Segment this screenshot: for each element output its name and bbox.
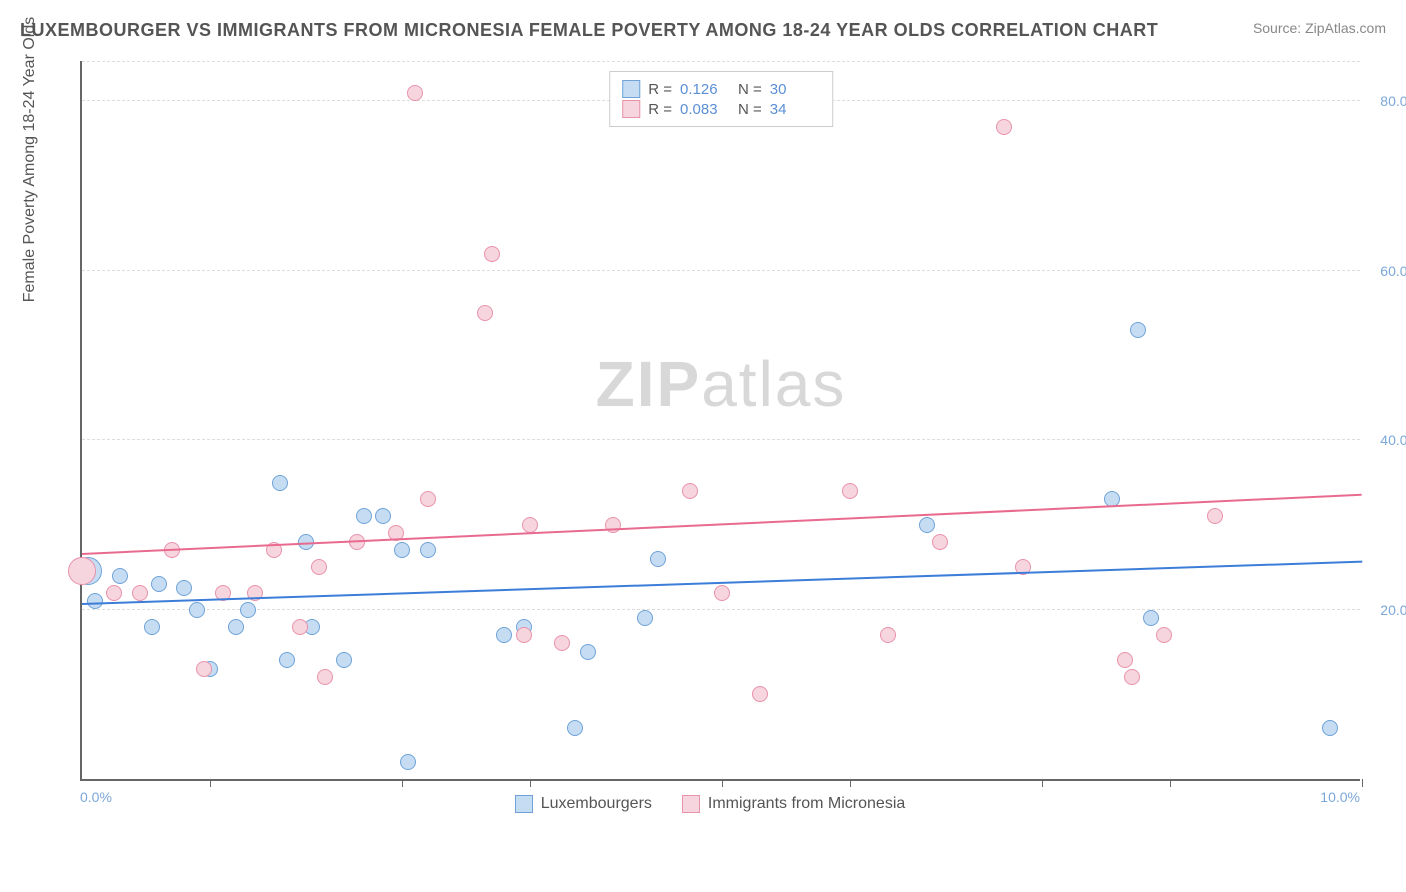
data-point	[272, 475, 288, 491]
data-point	[189, 602, 205, 618]
data-point	[87, 593, 103, 609]
stats-box: R = 0.126 N = 30 R = 0.083 N = 34	[609, 71, 833, 127]
data-point	[919, 517, 935, 533]
data-point	[1143, 610, 1159, 626]
source-label: Source: ZipAtlas.com	[1253, 20, 1386, 36]
data-point	[714, 585, 730, 601]
data-point	[420, 542, 436, 558]
data-point	[336, 652, 352, 668]
data-point	[176, 580, 192, 596]
y-tick-label: 40.0%	[1380, 432, 1406, 448]
data-point	[996, 119, 1012, 135]
data-point	[752, 686, 768, 702]
data-point	[279, 652, 295, 668]
data-point	[567, 720, 583, 736]
data-point	[420, 491, 436, 507]
chart-area: Female Poverty Among 18-24 Year Olds ZIP…	[40, 51, 1380, 821]
swatch-series-2	[622, 100, 640, 118]
scatter-plot: ZIPatlas R = 0.126 N = 30 R = 0.083 N = …	[80, 61, 1360, 781]
legend-label-1: Luxembourgers	[541, 795, 652, 813]
x-axis-min-label: 0.0%	[80, 789, 112, 805]
data-point	[516, 627, 532, 643]
data-point	[1130, 322, 1146, 338]
data-point	[1322, 720, 1338, 736]
data-point	[880, 627, 896, 643]
data-point	[394, 542, 410, 558]
data-point	[311, 559, 327, 575]
data-point	[317, 669, 333, 685]
data-point	[375, 508, 391, 524]
data-point	[228, 619, 244, 635]
legend-item-1: Luxembourgers	[515, 795, 652, 813]
data-point	[106, 585, 122, 601]
data-point	[151, 576, 167, 592]
watermark: ZIPatlas	[596, 347, 847, 421]
data-point	[682, 483, 698, 499]
data-point	[240, 602, 256, 618]
data-point	[407, 85, 423, 101]
swatch-series-1	[622, 80, 640, 98]
data-point	[292, 619, 308, 635]
legend-label-2: Immigrants from Micronesia	[708, 795, 905, 813]
data-point	[650, 551, 666, 567]
y-axis-title: Female Poverty Among 18-24 Year Olds	[21, 17, 39, 303]
data-point	[842, 483, 858, 499]
chart-title: LUXEMBOURGER VS IMMIGRANTS FROM MICRONES…	[20, 20, 1158, 41]
data-point	[1207, 508, 1223, 524]
data-point	[637, 610, 653, 626]
data-point	[477, 305, 493, 321]
x-axis-max-label: 10.0%	[1320, 789, 1360, 805]
trend-line	[82, 493, 1362, 554]
data-point	[522, 517, 538, 533]
data-point	[144, 619, 160, 635]
data-point	[1117, 652, 1133, 668]
data-point	[132, 585, 148, 601]
stats-row-2: R = 0.083 N = 34	[622, 100, 820, 118]
data-point	[196, 661, 212, 677]
data-point	[580, 644, 596, 660]
data-point	[112, 568, 128, 584]
legend-swatch-1	[515, 795, 533, 813]
legend-swatch-2	[682, 795, 700, 813]
bottom-legend: 0.0% Luxembourgers Immigrants from Micro…	[40, 795, 1380, 813]
data-point	[484, 246, 500, 262]
data-point	[496, 627, 512, 643]
stats-row-1: R = 0.126 N = 30	[622, 80, 820, 98]
data-point	[68, 557, 96, 585]
y-tick-label: 60.0%	[1380, 263, 1406, 279]
data-point	[1124, 669, 1140, 685]
data-point	[1156, 627, 1172, 643]
y-tick-label: 20.0%	[1380, 602, 1406, 618]
data-point	[932, 534, 948, 550]
data-point	[400, 754, 416, 770]
data-point	[554, 635, 570, 651]
legend-item-2: Immigrants from Micronesia	[682, 795, 905, 813]
data-point	[356, 508, 372, 524]
y-tick-label: 80.0%	[1380, 93, 1406, 109]
